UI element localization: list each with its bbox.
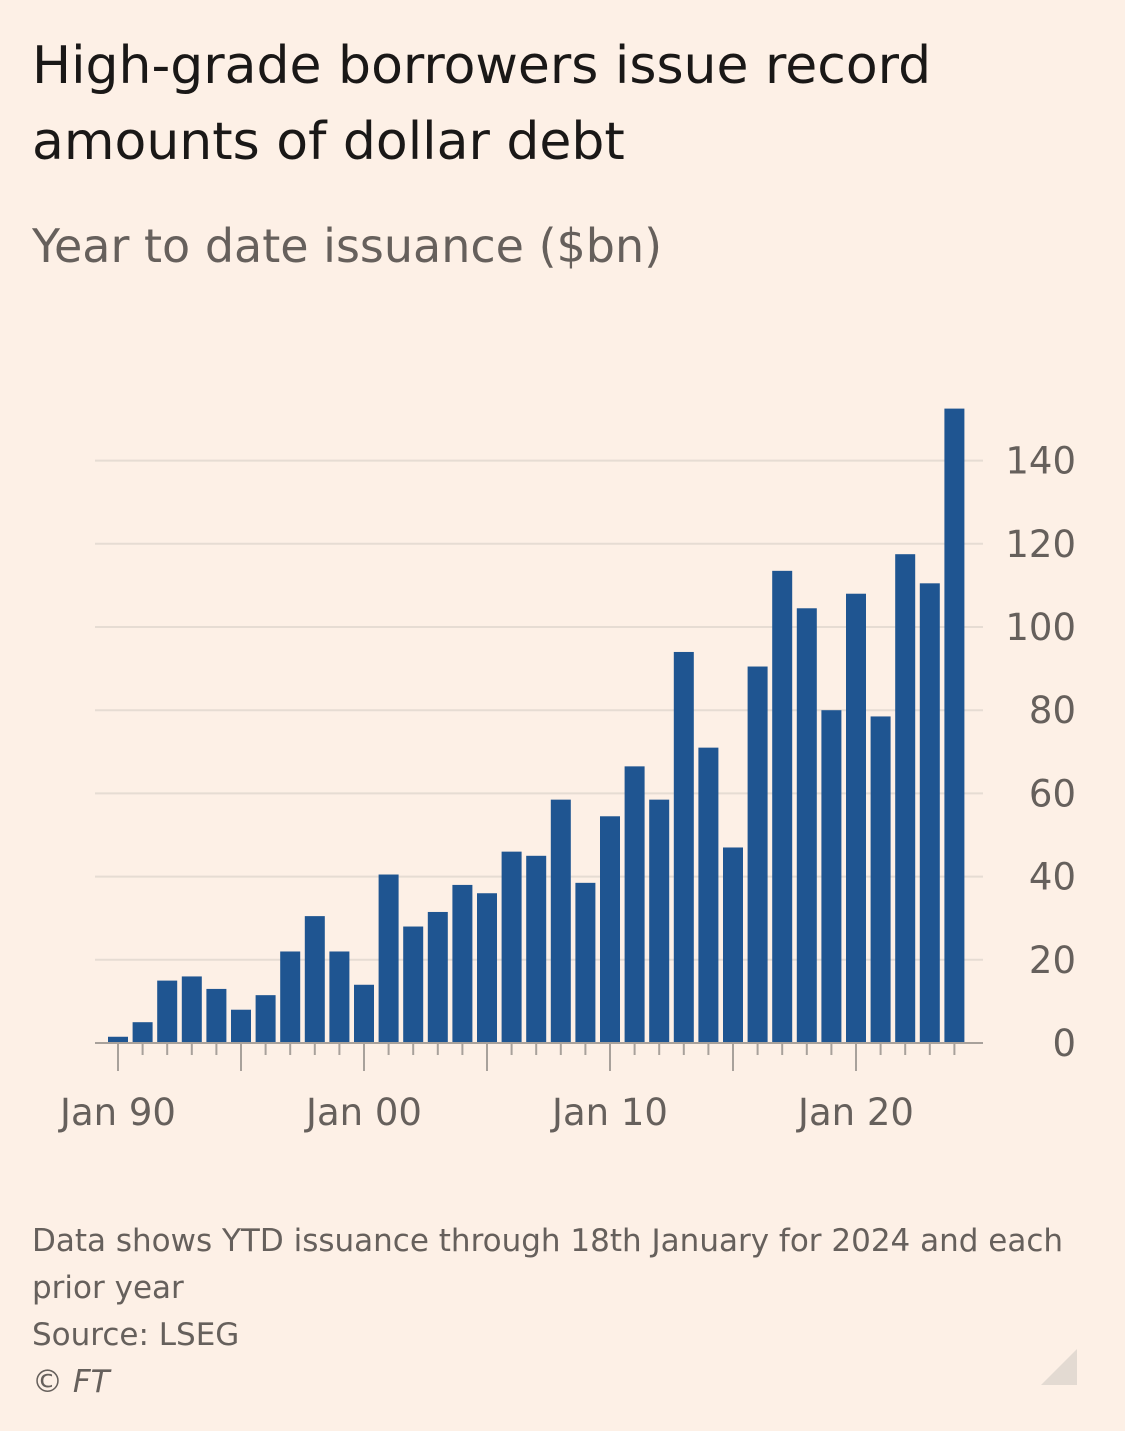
bar-2022 bbox=[895, 554, 916, 1043]
source-note: Source: LSEG bbox=[32, 1317, 240, 1353]
bar-2008 bbox=[550, 799, 571, 1043]
bar-1996 bbox=[255, 995, 276, 1043]
x-tick-label: Jan 00 bbox=[304, 1091, 422, 1134]
bar-2019 bbox=[821, 710, 842, 1043]
bar-2020 bbox=[846, 593, 866, 1043]
bar-2024 bbox=[944, 408, 965, 1044]
chart-title: High-grade borrowers issue record amount… bbox=[32, 36, 932, 172]
bar-1992 bbox=[157, 980, 178, 1043]
bar-1991 bbox=[132, 1022, 153, 1043]
y-tick-label: 40 bbox=[1029, 856, 1076, 899]
bar-2002 bbox=[403, 926, 424, 1043]
bar-2018 bbox=[796, 608, 817, 1043]
y-axis: 0 20 40 60 80 100 120 140 bbox=[1005, 440, 1076, 1065]
bar-2009 bbox=[575, 882, 596, 1043]
bar-1998 bbox=[304, 916, 325, 1043]
chart-subtitle: Year to date issuance ($bn) bbox=[32, 219, 663, 273]
bar-2015 bbox=[723, 847, 743, 1043]
bar-2000 bbox=[354, 984, 374, 1043]
bar-1995 bbox=[231, 1009, 251, 1043]
bar-2005 bbox=[477, 893, 497, 1043]
bar-1997 bbox=[280, 951, 301, 1043]
y-tick-label: 140 bbox=[1005, 440, 1076, 483]
bar-1999 bbox=[329, 951, 350, 1043]
bar-2021 bbox=[870, 716, 891, 1043]
bar-2004 bbox=[452, 884, 473, 1043]
bar-2012 bbox=[649, 799, 670, 1043]
x-tick-label: Jan 90 bbox=[58, 1091, 176, 1134]
footnote: Data shows YTD issuance through 18th Jan… bbox=[32, 1223, 1064, 1306]
bar-2023 bbox=[919, 583, 940, 1043]
bar-2010 bbox=[600, 816, 620, 1043]
resize-corner-icon bbox=[1041, 1349, 1077, 1385]
x-tick-label: Jan 20 bbox=[796, 1091, 914, 1134]
bar-1990 bbox=[108, 1036, 128, 1043]
copyright-note: © FT bbox=[32, 1364, 110, 1400]
chart-footer: Data shows YTD issuance through 18th Jan… bbox=[32, 1218, 1092, 1406]
y-tick-label: 0 bbox=[1052, 1022, 1076, 1065]
bar-1993 bbox=[181, 976, 202, 1043]
bar-2016 bbox=[747, 666, 768, 1043]
gridlines bbox=[95, 459, 983, 961]
bar-2013 bbox=[673, 651, 694, 1043]
bar-2014 bbox=[698, 747, 719, 1043]
bar-2007 bbox=[526, 855, 547, 1043]
y-tick-label: 120 bbox=[1005, 523, 1076, 566]
bar-2011 bbox=[624, 766, 645, 1043]
bar-2017 bbox=[772, 570, 793, 1043]
bar-chart: Jan 90 Jan 00 Jan 10 Jan 20 0 20 40 60 80 100 120… bbox=[58, 408, 1076, 1134]
x-axis: Jan 90 Jan 00 Jan 10 Jan 20 bbox=[58, 1042, 983, 1134]
bar-2001 bbox=[378, 874, 399, 1043]
bar-2006 bbox=[501, 851, 522, 1043]
bar-series bbox=[108, 408, 965, 1044]
y-tick-label: 80 bbox=[1029, 689, 1076, 732]
bar-2003 bbox=[427, 911, 448, 1043]
y-tick-label: 100 bbox=[1005, 606, 1076, 649]
bar-1994 bbox=[206, 988, 227, 1043]
y-tick-label: 20 bbox=[1029, 939, 1076, 982]
x-tick-label: Jan 10 bbox=[550, 1091, 668, 1134]
y-tick-label: 60 bbox=[1029, 772, 1076, 815]
